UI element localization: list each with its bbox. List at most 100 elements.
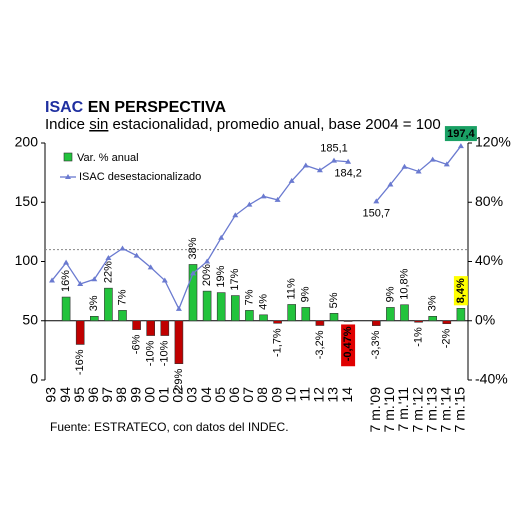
bar [287, 304, 297, 322]
bar-label: -10% [145, 340, 157, 366]
x-tick-label: 13 [325, 387, 341, 403]
label-box [453, 276, 468, 306]
x-tick-label: 93 [43, 387, 59, 403]
bar-label: -1% [413, 327, 425, 347]
x-tick-label: 7 m.'14 [438, 387, 454, 433]
bar-label: 16% [60, 270, 72, 292]
chart-title: ISAC EN PERSPECTIVA [45, 99, 227, 116]
line-marker [260, 193, 267, 199]
bar-label: 11% [286, 278, 298, 299]
bar-label: 4% [257, 294, 269, 310]
x-tick-label: 97 [99, 387, 115, 403]
bar-label: 5% [328, 292, 340, 308]
title-part: EN PERSPECTIVA [88, 99, 227, 116]
bar [315, 320, 325, 326]
bar [90, 316, 99, 322]
line-marker [302, 162, 309, 168]
x-tick-label: 7 m.'11 [395, 387, 411, 432]
y2-tick-label: -40% [475, 371, 508, 387]
line-marker [91, 276, 98, 282]
bar-label: 3% [427, 295, 439, 311]
bar-label: 19% [215, 265, 227, 287]
line-marker [373, 198, 380, 204]
bar-label: 20% [201, 264, 213, 286]
legend-label: Var. % anual [77, 152, 139, 164]
line-marker [331, 157, 337, 163]
x-tick-label: 7 m.'10 [381, 387, 397, 433]
bar [442, 320, 452, 325]
legend-label: ISAC desestacionalizado [79, 171, 201, 183]
bar [174, 320, 184, 365]
line-marker [401, 163, 408, 169]
line-marker [190, 270, 196, 276]
line-marker [443, 161, 450, 167]
x-tick-label: 09 [268, 387, 284, 403]
line-marker [77, 281, 84, 287]
bar [118, 310, 127, 322]
y-tick-label: 100 [15, 252, 39, 268]
line-marker [316, 167, 323, 173]
bar [231, 295, 240, 322]
bar-label: 8,4% [455, 278, 467, 303]
x-tick-label: 02 [170, 387, 186, 403]
x-tick-label: 99 [127, 387, 143, 403]
bar [400, 304, 409, 322]
label-box [444, 126, 477, 142]
x-tick-label: 06 [226, 387, 242, 403]
bar-label: -3,3% [370, 330, 382, 359]
y2-tick-label: 80% [475, 193, 503, 209]
line-marker [415, 168, 422, 174]
bar [216, 292, 226, 322]
x-tick-label: 94 [57, 387, 73, 403]
line-marker [274, 196, 281, 202]
bar-label: -6% [131, 334, 143, 354]
bar [160, 320, 170, 336]
bar-label: 10,8% [398, 268, 410, 299]
y2-tick-label: 40% [475, 252, 503, 268]
bar-label: -3,2% [314, 330, 326, 359]
bar [371, 320, 381, 326]
bar-label: -0,47% [342, 326, 354, 361]
x-tick-label: 03 [184, 387, 200, 403]
bar [132, 320, 141, 330]
bar [104, 287, 113, 322]
bar [343, 320, 353, 322]
line-marker [457, 143, 464, 149]
bar [428, 316, 438, 322]
line-marker [175, 305, 182, 311]
bar [329, 313, 339, 322]
bar-label: 9% [300, 286, 312, 302]
line-marker [147, 264, 154, 270]
x-tick-label: 11 [297, 387, 313, 402]
bar [301, 307, 311, 322]
y-tick-label: 150 [15, 193, 39, 209]
x-tick-label: 01 [156, 387, 172, 403]
bar [245, 310, 254, 322]
line-marker [429, 156, 436, 162]
subtitle-part: sin [89, 116, 108, 133]
x-tick-label: 14 [339, 387, 355, 403]
line-label: 184,2 [334, 168, 362, 180]
bar [188, 264, 198, 322]
line-marker [246, 201, 253, 207]
title-part: ISAC [45, 99, 84, 116]
line-marker [49, 277, 55, 283]
y-tick-label: 200 [15, 134, 39, 150]
x-tick-label: 7 m.'13 [423, 387, 439, 433]
subtitle-part: Indice [45, 116, 89, 133]
bar [456, 308, 466, 322]
bar-label: 3% [88, 295, 100, 311]
bar [386, 307, 395, 322]
x-tick-label: 07 [240, 387, 256, 403]
x-tick-label: 7 m.'09 [367, 387, 383, 433]
bar-label: 9% [384, 286, 396, 302]
y2-tick-label: 120% [475, 134, 511, 150]
label-box [341, 324, 356, 367]
x-tick-label: 7 m.'15 [452, 387, 468, 433]
subtitle-part: estacionalidad, promedio anual, base 200… [108, 116, 440, 133]
line-marker [63, 259, 70, 265]
line-marker [218, 234, 225, 240]
bar-label: -16% [74, 349, 86, 375]
line-label: 150,7 [363, 207, 391, 219]
bar-label: -2% [441, 328, 453, 348]
